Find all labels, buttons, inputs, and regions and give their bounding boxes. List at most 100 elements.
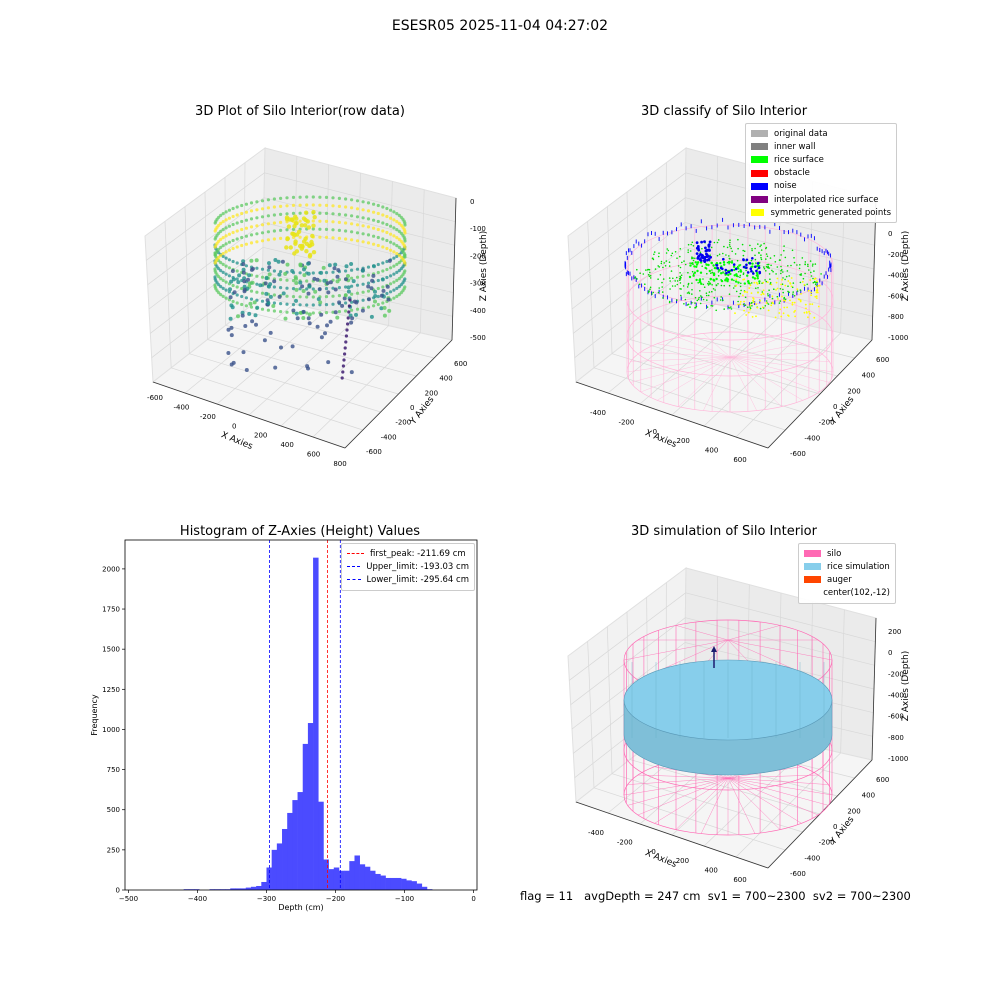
noise-point [703,258,707,261]
silo-floor-wire [627,777,729,785]
legend-item: obstacle [751,167,891,180]
silo-floor-wire [729,356,782,407]
raw-data-point [318,211,322,215]
histogram-bar [401,878,407,890]
noise-point [727,270,731,274]
raw-data-point [344,269,348,273]
rice-surface-point [788,275,790,277]
raw-data-point [331,302,335,306]
rice-surface-point [760,249,763,251]
raw-data-point [260,291,265,295]
raw-data-point [272,301,276,305]
raw-data-point [350,198,354,202]
raw-data-point [381,229,385,233]
silo-floor-wire [657,343,731,358]
raw-data-point [395,294,399,298]
raw-data-point [235,261,239,265]
raw-data-point [242,276,247,281]
y-tick-label: 1000 [102,726,120,734]
raw-data-point [227,266,231,270]
raw-data-point [397,293,401,297]
rice-surface-point [733,279,735,282]
silo-roof-wire [727,639,833,661]
raw-data-point [217,255,221,259]
rice-surface-point [676,299,678,301]
rice-surface-point [758,252,760,254]
y-tick-label: -200 [819,419,835,427]
y-tick-label: 500 [107,806,120,814]
raw-data-point [318,235,322,239]
x-tick-label: 200 [677,437,690,445]
symmetric-point [751,316,754,318]
rice-surface-point [661,281,663,284]
raw-data-point [219,269,223,273]
y-tick-label: 1250 [102,686,120,694]
x-tick-label: 400 [705,867,718,875]
raw-data-point [315,277,320,282]
symmetric-point [775,289,777,291]
rice-surface-point [708,280,710,283]
raw-data-point [385,275,389,280]
y-tick-label: 400 [862,792,875,800]
rice-surface-point [717,271,720,273]
rice-surface-point [689,264,692,267]
rice-surface-point [720,296,722,298]
rice-surface-point [729,272,732,276]
rice-surface-point [782,277,784,279]
raw-data-point [279,196,283,200]
raw-data-point [260,267,265,271]
x-tick-label: 600 [733,456,746,464]
rice-surface-point [715,262,719,265]
raw-data-point [254,258,259,263]
symmetric-point [752,299,754,302]
raw-data-point [217,223,221,227]
silo-floor-wire [700,777,729,834]
symmetric-point [778,312,781,314]
rice-surface-point [698,279,701,282]
rice-surface-point [657,291,660,294]
rice-surface-point [730,261,734,264]
legend-label: symmetric generated points [770,207,891,218]
raw-data-point [392,280,396,284]
raw-data-point [272,285,276,289]
symmetric-point [743,291,746,293]
symmetric-point [803,311,806,314]
rice-surface-point [649,271,651,274]
raw-data-point [221,252,225,256]
raw-data-point [224,210,228,214]
raw-data-point [267,261,271,266]
silo-floor-wire [729,356,820,393]
raw-data-point [219,277,223,281]
raw-data-point [397,285,401,289]
raw-data-point [224,226,228,230]
rice-surface-point [714,289,716,291]
raw-data-point [355,207,360,211]
raw-data-point [366,233,371,237]
raw-data-point [249,297,254,301]
raw-data-point [348,298,352,302]
raw-data-point [344,309,348,313]
rice-surface-point [668,265,671,267]
rice-surface-point [727,306,730,309]
raw-data-point [293,239,298,244]
raw-data-point [221,254,225,258]
rice-surface-point [705,263,708,266]
raw-data-point [312,215,317,220]
rice-surface-point [720,272,723,275]
y-axis-label: Frequency [90,694,99,736]
raw-data-point [213,267,217,271]
noise-point [730,268,734,272]
rice-surface-point [765,300,768,302]
rice-surface-point [694,302,696,304]
raw-data-point [244,210,248,214]
rice-surface-point [812,277,814,280]
y-tick-label: 400 [862,372,875,380]
symmetric-point [814,295,817,298]
raw-data-point [355,223,360,227]
raw-data-point [231,360,236,365]
rice-surface-point [701,247,703,250]
raw-data-point [381,221,385,225]
rice-surface-point [780,270,782,272]
raw-data-point [403,253,407,257]
